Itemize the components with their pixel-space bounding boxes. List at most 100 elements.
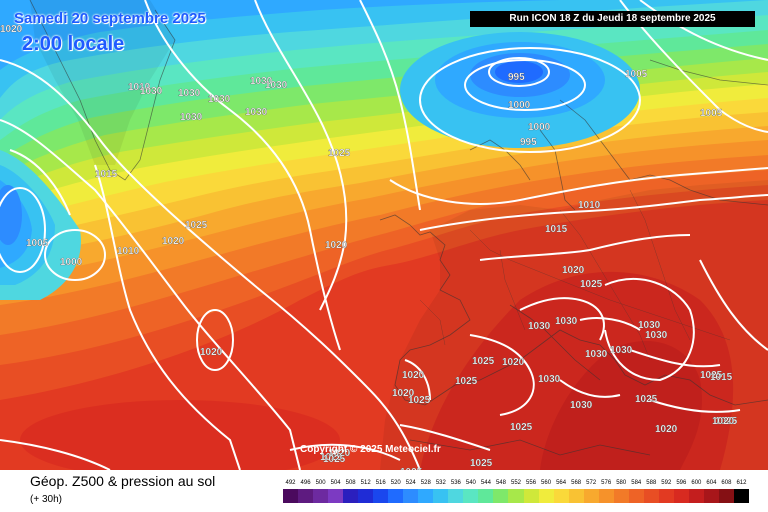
color-scale-value: 596 (676, 480, 687, 486)
isobar-pressure-label: 1020 (712, 416, 735, 427)
isobar-pressure-label: 1025 (400, 467, 423, 470)
color-scale-value: 588 (646, 480, 657, 486)
isobar-pressure-label: 1020 (328, 448, 351, 459)
isobar-labels: 1020 1010 1030 1030 1030 1030 1030 1030 1030 995 1… (0, 24, 738, 470)
color-scale-swatch (478, 489, 494, 503)
isobar-pressure-label: 1010 (117, 246, 140, 257)
isobar-pressure-label: 1030 (528, 321, 551, 332)
color-scale-swatch (688, 489, 704, 503)
isobar-pressure-label: 1030 (638, 320, 661, 331)
color-scale-value: 608 (721, 480, 732, 486)
isobar-pressure-label: 1020 (200, 347, 223, 358)
geopotential-map: 1020 1010 1030 1030 1030 1030 1030 1030 1030 995 1… (0, 0, 768, 470)
isobar-pressure-label: 1030 (570, 400, 593, 411)
color-scale-value: 592 (661, 480, 672, 486)
isobar-pressure-label: 1025 (635, 394, 658, 405)
color-scale-swatch (403, 489, 419, 503)
color-scale-swatch (358, 489, 374, 503)
color-scale-value: 612 (736, 480, 747, 486)
isobar-pressure-label: 1030 (555, 316, 578, 327)
color-scale-swatch (433, 489, 449, 503)
color-scale-value: 560 (541, 480, 552, 486)
field-description: Géop. Z500 & pression au sol (30, 473, 216, 489)
isobar-pressure-label: 1020 (655, 424, 678, 435)
color-scale-swatch (523, 489, 539, 503)
color-scale-value: 500 (315, 480, 326, 486)
isobar-pressure-label: 1030 (178, 88, 201, 99)
isobar-pressure-label: 1025 (470, 458, 493, 469)
color-scale-swatch (463, 489, 479, 503)
color-scale-swatch (448, 489, 464, 503)
color-scale-swatch (328, 489, 344, 503)
isobars (0, 0, 768, 470)
coastlines (29, 0, 768, 456)
color-scale-swatch (673, 489, 689, 503)
color-scale-swatch (598, 489, 614, 503)
isobar-pressure-label: 1025 (455, 376, 478, 387)
isobar-pressure-label: 1025 (715, 416, 738, 427)
isobar-pressure-label: 1020 (325, 240, 348, 251)
lead-time-label: (+ 30h) (30, 494, 62, 505)
color-scale-swatch (493, 489, 509, 503)
isobar-pressure-label: 1000 (528, 122, 551, 133)
color-scale-value: 544 (480, 480, 491, 486)
color-scale-swatch (628, 489, 644, 503)
isobar-pressure-label: 1015 (95, 169, 118, 180)
color-scale-swatch (583, 489, 599, 503)
isobar-pressure-label: 1020 (502, 357, 525, 368)
color-scale-swatch (658, 489, 674, 503)
isobar-pressure-label: 1025 (320, 452, 343, 463)
color-scale-swatch (283, 489, 299, 503)
color-scale-value: 572 (586, 480, 597, 486)
isobar-pressure-label: 1010 (578, 200, 601, 211)
isobar-pressure-label: 1030 (208, 94, 231, 105)
model-run-banner: Run ICON 18 Z du Jeudi 18 septembre 2025 (470, 11, 755, 27)
isobar-pressure-label: 1015 (710, 372, 733, 383)
isobar-pressure-label: 1030 (250, 76, 273, 87)
local-time-label: 2:00 locale (22, 33, 125, 55)
isobar-pressure-label: 1020 (402, 370, 425, 381)
isobar-pressure-label: 1025 (472, 356, 495, 367)
isobar-pressure-label: 1010 (128, 82, 151, 93)
color-scale-value: 536 (450, 480, 461, 486)
color-scale-swatch (538, 489, 554, 503)
isobar-pressure-label: 1030 (245, 107, 268, 118)
color-scale-swatch (373, 489, 389, 503)
isobar-pressure-label: 1020 (562, 265, 585, 276)
color-scale-swatch (313, 489, 329, 503)
color-scale-value: 504 (330, 480, 341, 486)
isobar-pressure-label: 1020 (0, 24, 23, 35)
color-scale-swatch (613, 489, 629, 503)
color-scale-swatch (298, 489, 314, 503)
color-scale-value: 548 (495, 480, 506, 486)
color-scale-value: 600 (691, 480, 702, 486)
color-scale-value: 512 (360, 480, 371, 486)
color-scale-value: 568 (571, 480, 582, 486)
color-scale-value: 540 (465, 480, 476, 486)
isobar-pressure-label: 1020 (162, 236, 185, 247)
forecast-date-title: Samedi 20 septembre 2025 (14, 10, 206, 27)
color-scale-value: 492 (285, 480, 296, 486)
isobar-pressure-label: 1025 (185, 220, 208, 231)
color-scale-value: 576 (601, 480, 612, 486)
isobar-pressure-label: 1030 (180, 112, 203, 123)
color-scale-swatch (343, 489, 359, 503)
legend-footer: Géop. Z500 & pression au sol (+ 30h) 492… (0, 470, 768, 512)
isobar-pressure-label: 1025 (408, 395, 431, 406)
color-scale-swatch (733, 489, 749, 503)
color-scale-value: 552 (510, 480, 522, 486)
isobar-pressure-label: 1020 (392, 388, 415, 399)
isobar-pressure-label: 1000 (60, 257, 83, 268)
isobar-pressure-label: 1005 (700, 108, 723, 119)
color-scale-bar (283, 489, 749, 503)
copyright-notice: Copyright © 2025 Meteociel.fr (300, 444, 441, 455)
color-scale-value: 496 (300, 480, 311, 486)
isobar-pressure-label: 1030 (538, 374, 561, 385)
color-scale-swatch (703, 489, 719, 503)
color-scale-labels: 492 496 500 504 508 512 516 520 524 528 532 536 540 5… (283, 480, 749, 488)
isobar-pressure-label: 1015 (545, 224, 568, 235)
color-scale-value: 532 (435, 480, 446, 486)
color-scale-value: 528 (420, 480, 431, 486)
isobar-pressure-label: 995 (520, 137, 537, 148)
